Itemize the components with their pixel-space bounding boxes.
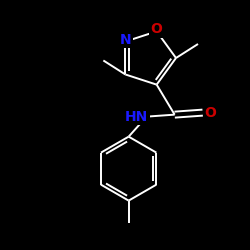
Text: N: N	[120, 32, 131, 46]
Text: HN: HN	[125, 110, 148, 124]
Text: O: O	[151, 22, 162, 36]
Text: O: O	[205, 106, 216, 120]
